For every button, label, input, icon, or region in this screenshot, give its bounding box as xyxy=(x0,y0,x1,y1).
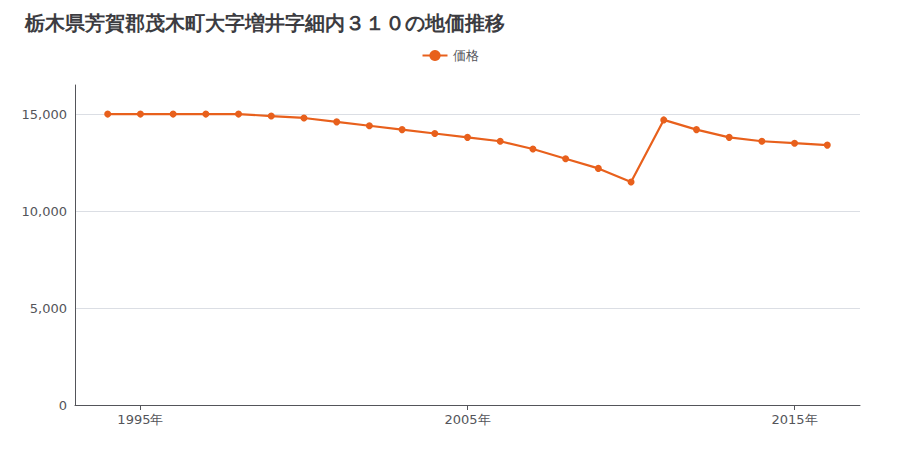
svg-text:2005年: 2005年 xyxy=(444,412,490,427)
svg-text:2015年: 2015年 xyxy=(772,412,818,427)
svg-text:価格: 価格 xyxy=(453,48,479,63)
svg-text:栃木県芳賀郡茂木町大字増井字細内３１０の地価推移: 栃木県芳賀郡茂木町大字増井字細内３１０の地価推移 xyxy=(24,11,505,35)
svg-text:15,000: 15,000 xyxy=(22,107,68,122)
svg-text:5,000: 5,000 xyxy=(30,301,67,316)
svg-text:1995年: 1995年 xyxy=(117,412,163,427)
svg-text:0: 0 xyxy=(59,398,67,413)
svg-text:10,000: 10,000 xyxy=(22,204,68,219)
